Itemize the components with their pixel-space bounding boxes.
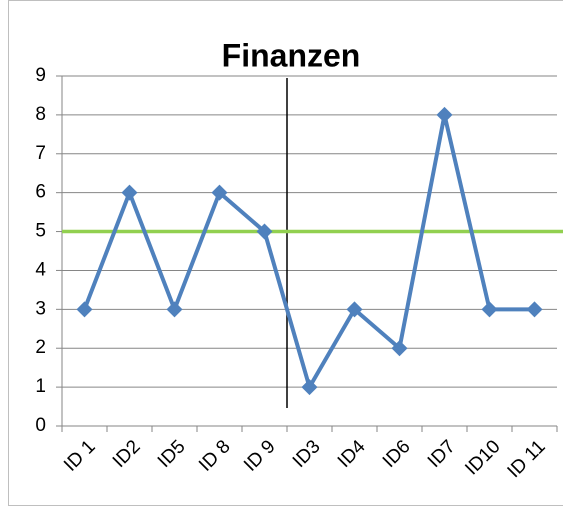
y-tick-label: 2 xyxy=(35,337,46,358)
y-tick-label: 1 xyxy=(35,376,46,397)
marker xyxy=(76,301,93,318)
marker xyxy=(301,379,318,396)
marker xyxy=(211,184,228,201)
marker xyxy=(256,223,273,240)
y-tick-label: 9 xyxy=(35,65,46,86)
y-tick-label: 0 xyxy=(35,415,46,436)
chart-border xyxy=(8,0,563,506)
y-tick-label: 4 xyxy=(35,259,46,280)
marker xyxy=(526,301,543,318)
marker xyxy=(346,301,363,318)
marker xyxy=(391,340,408,357)
chart-title: Finanzen xyxy=(222,37,361,73)
marker xyxy=(121,184,138,201)
y-tick-label: 7 xyxy=(35,143,46,164)
y-tick-label: 6 xyxy=(35,182,46,203)
y-tick-label: 3 xyxy=(35,298,46,319)
marker xyxy=(436,106,453,123)
marker xyxy=(481,301,498,318)
marker xyxy=(166,301,183,318)
y-tick-label: 5 xyxy=(35,221,46,242)
y-tick-label: 8 xyxy=(35,104,46,125)
